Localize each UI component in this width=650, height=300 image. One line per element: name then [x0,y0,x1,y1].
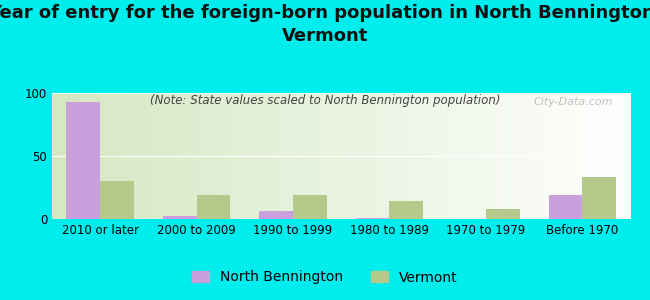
Legend: North Bennington, Vermont: North Bennington, Vermont [187,265,463,290]
Text: (Note: State values scaled to North Bennington population): (Note: State values scaled to North Benn… [150,94,500,107]
Bar [259,212,293,219]
Bar [66,102,100,219]
Bar [196,195,230,219]
Bar [100,181,134,219]
Bar [356,218,389,219]
Text: Year of entry for the foreign-born population in North Bennington,
Vermont: Year of entry for the foreign-born popul… [0,4,650,45]
Bar [293,195,327,219]
Bar [486,209,519,219]
Text: City-Data.com: City-Data.com [534,97,613,107]
Bar [163,217,196,219]
Bar [549,195,582,219]
Bar [582,177,616,219]
Bar [389,201,423,219]
